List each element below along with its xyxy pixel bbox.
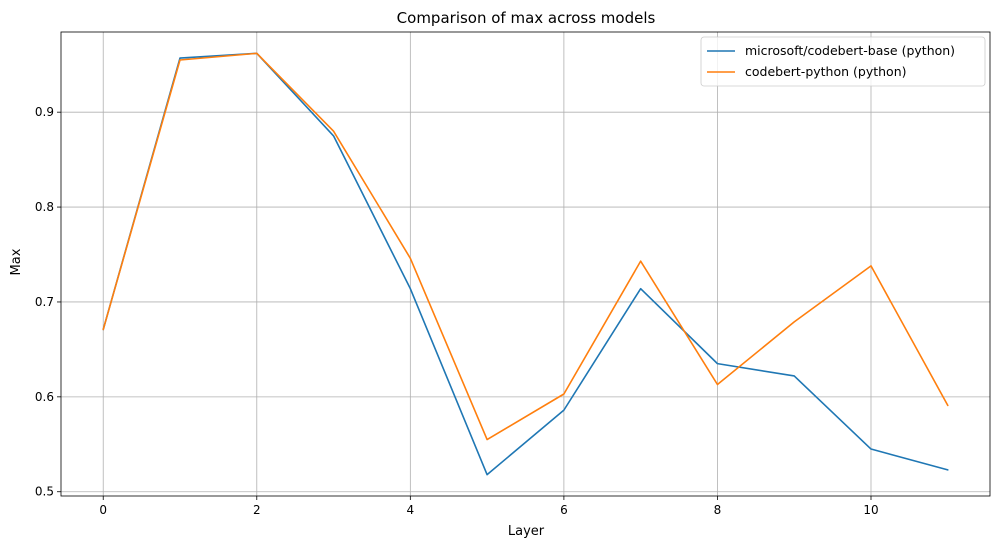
- axes: 0 2 4 6 8 10 0.5 0.6 0.7 0.8 0.9: [35, 31, 991, 517]
- series-line-1: [102, 52, 949, 476]
- y-tick-label: 0.5: [35, 485, 54, 499]
- series-line-2: [102, 52, 949, 441]
- legend-label: microsoft/codebert-base (python): [745, 43, 955, 58]
- y-tick-label: 0.6: [35, 390, 54, 404]
- x-tick-label: 2: [253, 503, 261, 517]
- legend: microsoft/codebert-base (python) codebert…: [700, 36, 986, 87]
- x-tick-label: 4: [407, 503, 415, 517]
- x-axis-label: Layer: [508, 524, 545, 539]
- y-tick-label: 0.7: [35, 295, 54, 309]
- y-tick-label: 0.8: [35, 200, 54, 214]
- legend-box: [700, 36, 986, 87]
- y-tick-label: 0.9: [35, 105, 54, 119]
- plot-frame: [60, 31, 991, 497]
- x-tick-label: 6: [560, 503, 568, 517]
- y-axis-label: Max: [9, 248, 24, 275]
- x-tick-label: 10: [863, 503, 878, 517]
- series-lines: [102, 52, 949, 476]
- chart-title: Comparison of max across models: [397, 9, 656, 27]
- legend-label: codebert-python (python): [745, 64, 907, 79]
- grid: [61, 32, 990, 496]
- x-tick-label: 8: [714, 503, 722, 517]
- x-tick-label: 0: [99, 503, 107, 517]
